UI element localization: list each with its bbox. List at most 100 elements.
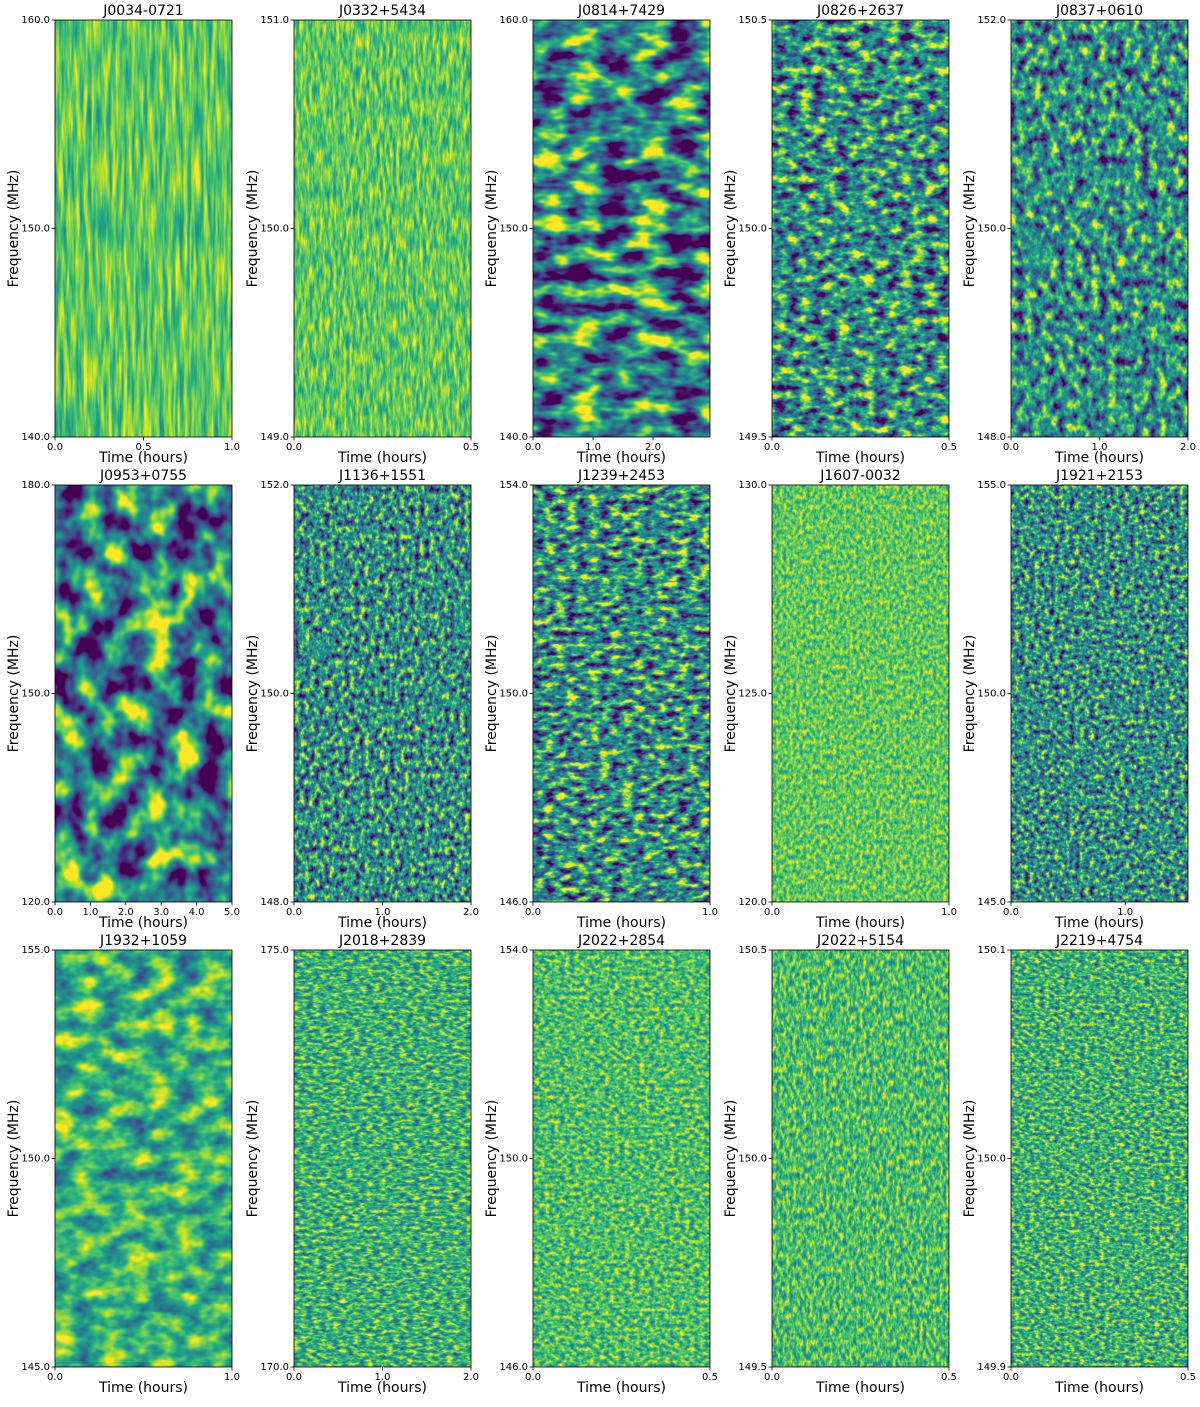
x-tick-label: 1.0: [1092, 442, 1108, 453]
panel-title: J0953+0755: [99, 468, 187, 484]
panel-title: J2018+2839: [338, 933, 426, 949]
x-tick-label: 2.0: [463, 907, 479, 918]
dynamic-spectrum: [55, 485, 232, 902]
y-tick-label: 150.0: [21, 1154, 50, 1165]
y-tick-label: 125.0: [738, 689, 767, 700]
panel: 0.0 0.5 146.0 150.0 154.0 J2022+2854 Time (hou…: [484, 933, 718, 1396]
x-tick-label: 1.0: [585, 442, 601, 453]
y-tick-label: 145.0: [977, 897, 1006, 908]
y-tick-label: 170.0: [260, 1362, 289, 1373]
y-axis-label: Frequency (MHz): [6, 170, 22, 288]
panel: 0.0 1.0 120.0 125.0 130.0 J1607-0032 Time (hou…: [723, 468, 957, 931]
y-tick-label: 150.0: [499, 689, 528, 700]
x-axis-label: Time (hours): [337, 915, 427, 931]
y-tick-label: 146.0: [499, 897, 528, 908]
x-tick-label: 2.0: [463, 1372, 479, 1383]
x-tick-label: 2.0: [1180, 442, 1196, 453]
x-tick-label: 0.0: [1003, 442, 1019, 453]
x-tick-label: 0.5: [1180, 1372, 1196, 1383]
dynamic-spectrum: [294, 485, 471, 902]
panel: 0.0 0.5 149.5 150.0 150.5 J2022+5154 Time (hou…: [723, 933, 957, 1396]
x-axis-label: Time (hours): [1054, 1380, 1144, 1396]
x-tick-label: 0.0: [1003, 907, 1019, 918]
y-tick-label: 148.0: [260, 897, 289, 908]
x-axis-label: Time (hours): [815, 1380, 905, 1396]
x-tick-label: 0.5: [463, 442, 479, 453]
panel: 0.0 1.0 2.0 170.0 175.0 J2018+2839 Time (hours…: [245, 933, 479, 1396]
panel: 0.0 0.5 149.9 150.0 150.1 J2219+4754 Time (hou…: [962, 933, 1196, 1396]
x-axis-label: Time (hours): [815, 450, 905, 466]
panel: 0.0 1.0 146.0 150.0 154.0 J1239+2453 Time (hou…: [484, 468, 718, 931]
y-tick-label: 150.0: [499, 1154, 528, 1165]
dynamic-spectrum: [1011, 950, 1188, 1367]
panel: 0.0 0.5 149.5 150.0 150.5 J0826+2637 Time (hou…: [723, 3, 957, 466]
y-tick-label: 150.0: [260, 689, 289, 700]
x-tick-label: 1.0: [224, 442, 240, 453]
y-tick-label: 150.0: [738, 224, 767, 235]
panel-title: J0837+0610: [1055, 3, 1143, 19]
panel-title: J0814+7429: [577, 3, 665, 19]
y-tick-label: 140.0: [21, 432, 50, 443]
dynamic-spectrum: [294, 20, 471, 437]
panel: 0.0 1.0 145.0 150.0 155.0 J1932+1059 Time (hou…: [6, 933, 240, 1396]
x-tick-label: 0.5: [702, 1372, 718, 1383]
y-tick-label: 175.0: [260, 945, 289, 956]
y-tick-label: 130.0: [738, 480, 767, 491]
dynamic-spectrum: [772, 20, 949, 437]
dynamic-spectrum: [55, 20, 232, 437]
dynamic-spectrum: [533, 950, 710, 1367]
panel-title: J0826+2637: [816, 3, 904, 19]
y-tick-label: 152.0: [260, 480, 289, 491]
panel: 0.0 1.0 2.0 148.0 150.0 152.0 J0837+0610 Time (…: [962, 3, 1196, 466]
x-tick-label: 0.5: [941, 442, 957, 453]
y-axis-label: Frequency (MHz): [245, 170, 261, 288]
y-axis-label: Frequency (MHz): [962, 1100, 978, 1218]
y-axis-label: Frequency (MHz): [6, 635, 22, 753]
y-tick-label: 154.0: [499, 480, 528, 491]
x-tick-label: 1.0: [224, 1372, 240, 1383]
x-tick-label: 0.0: [286, 1372, 302, 1383]
panel: 0.0 1.0 2.0 3.0 4.0 5.0 120.0 150.0 180.0 J0953+0…: [6, 468, 240, 931]
x-tick-label: 3.0: [153, 907, 169, 918]
y-tick-label: 160.0: [499, 15, 528, 26]
y-tick-label: 145.0: [21, 1362, 50, 1373]
y-tick-label: 149.5: [738, 1362, 767, 1373]
panel: 0.0 0.5 1.0 140.0 150.0 160.0 J0034-0721 Time (…: [6, 3, 240, 466]
x-tick-label: 0.0: [764, 907, 780, 918]
x-tick-label: 0.0: [47, 907, 63, 918]
dynamic-spectrum: [1011, 485, 1188, 902]
y-tick-label: 150.0: [260, 224, 289, 235]
y-tick-label: 154.0: [499, 945, 528, 956]
dynamic-spectrum: [1011, 20, 1188, 437]
y-tick-label: 140.0: [499, 432, 528, 443]
x-tick-label: 5.0: [224, 907, 240, 918]
x-tick-label: 1.0: [702, 907, 718, 918]
y-axis-label: Frequency (MHz): [723, 1100, 739, 1218]
panel: 0.0 1.0 2.0 148.0 150.0 152.0 J1136+1551 Time (…: [245, 468, 479, 931]
y-tick-label: 150.0: [21, 224, 50, 235]
panel-title: J1921+2153: [1055, 468, 1143, 484]
y-tick-label: 150.5: [738, 945, 767, 956]
x-tick-label: 1.0: [375, 1372, 391, 1383]
x-tick-label: 0.0: [47, 1372, 63, 1383]
x-tick-label: 0.0: [525, 1372, 541, 1383]
panel-title: J1136+1551: [338, 468, 426, 484]
y-axis-label: Frequency (MHz): [962, 170, 978, 288]
x-tick-label: 0.0: [764, 1372, 780, 1383]
y-axis-label: Frequency (MHz): [484, 635, 500, 753]
x-axis-label: Time (hours): [815, 915, 905, 931]
x-axis-label: Time (hours): [337, 1380, 427, 1396]
y-tick-label: 160.0: [21, 15, 50, 26]
y-tick-label: 149.0: [260, 432, 289, 443]
y-tick-label: 150.0: [21, 689, 50, 700]
y-tick-label: 146.0: [499, 1362, 528, 1373]
x-tick-label: 0.0: [764, 442, 780, 453]
y-tick-label: 149.9: [977, 1362, 1006, 1373]
x-tick-label: 4.0: [189, 907, 205, 918]
y-tick-label: 155.0: [21, 945, 50, 956]
x-axis-label: Time (hours): [98, 1380, 188, 1396]
panel-title: J1239+2453: [577, 468, 665, 484]
y-tick-label: 151.0: [260, 15, 289, 26]
